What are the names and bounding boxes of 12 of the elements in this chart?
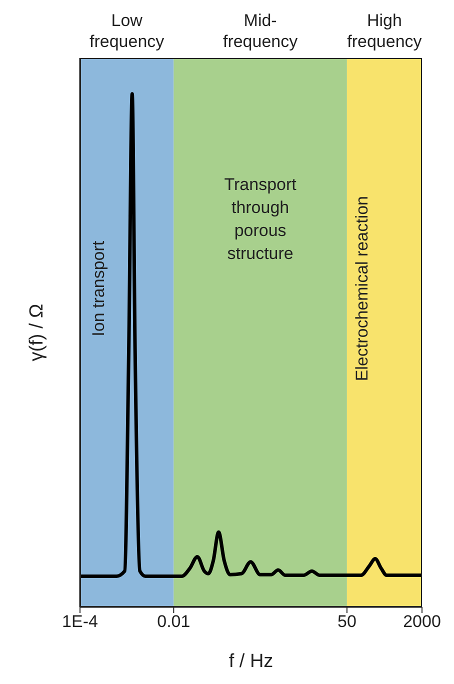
annotation: Ion transport: [89, 240, 108, 336]
band-label: High frequency: [347, 11, 422, 51]
x-tick-label: 1E-4: [62, 612, 98, 632]
annotation: Transport through porous structure: [224, 174, 297, 263]
band-label: Low frequency: [90, 11, 165, 51]
annotation: Electrochemical reaction: [352, 196, 372, 382]
x-tick-label: 2000: [403, 612, 441, 632]
x-tick-label: 0.01: [157, 612, 190, 632]
band-label: Mid-frequency: [222, 11, 298, 51]
y-axis-title: γ(f) / Ω: [26, 304, 48, 362]
x-axis-title: f / Hz: [228, 651, 274, 672]
x-tick-label: 50: [337, 612, 356, 632]
